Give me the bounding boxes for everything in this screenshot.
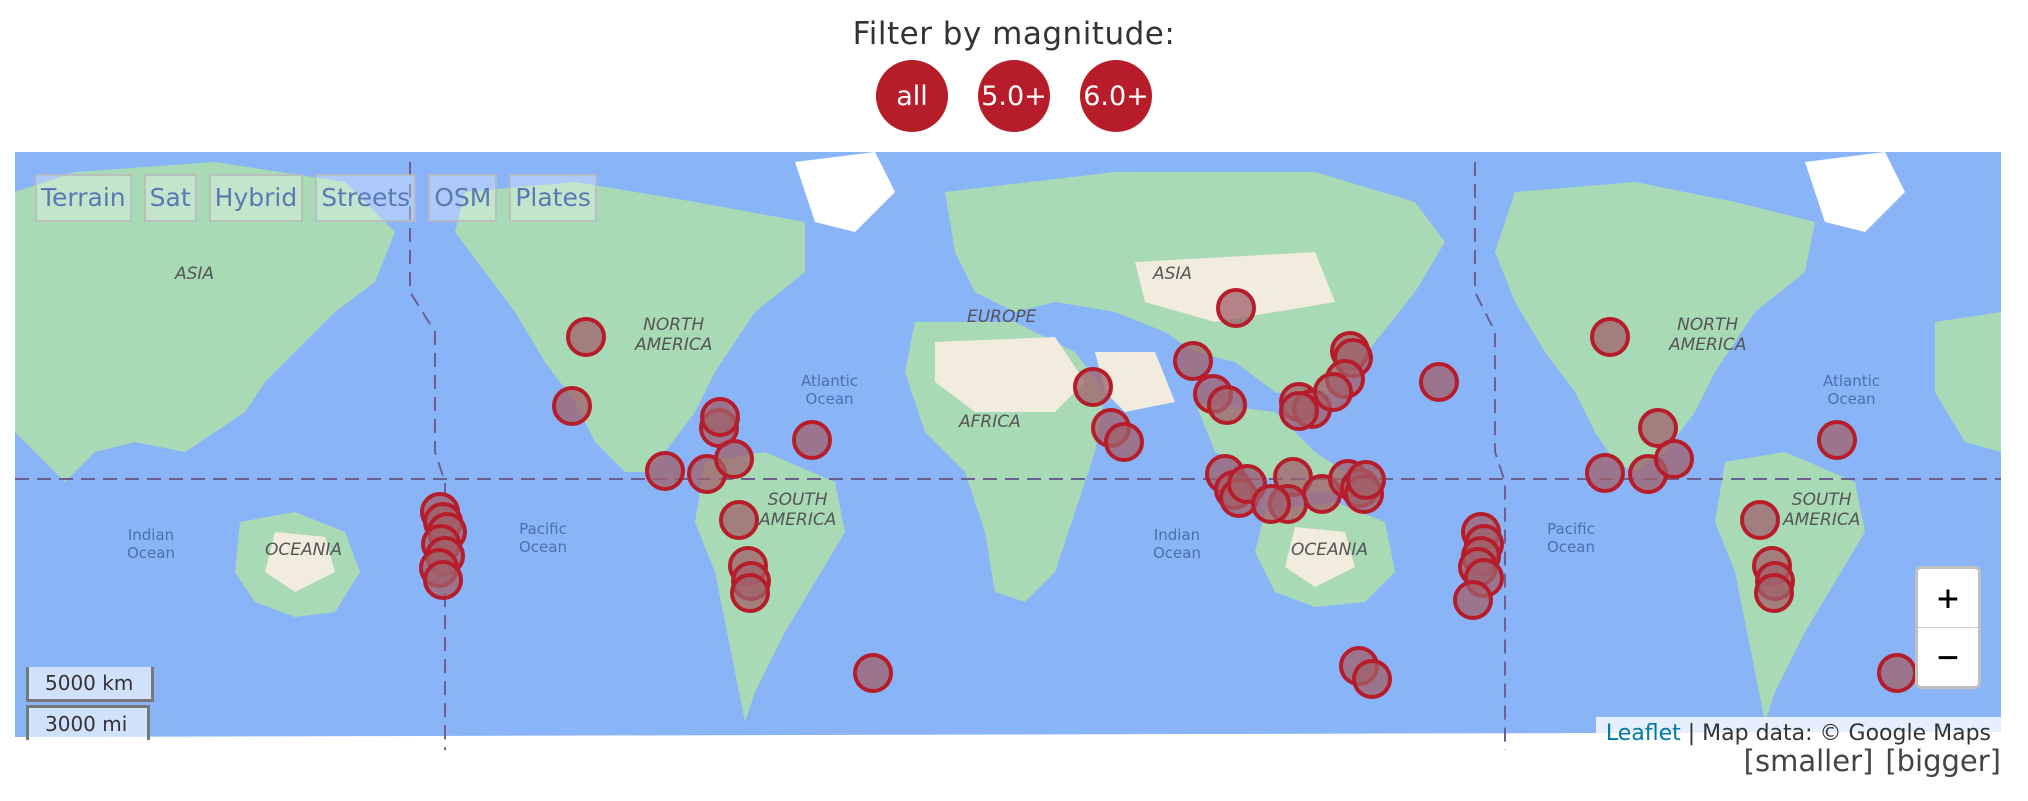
layer-plates-button[interactable]: Plates	[509, 174, 597, 222]
label-europe: EUROPE	[967, 307, 1037, 327]
earthquake-marker[interactable]	[700, 397, 740, 437]
smaller-link[interactable]: [smaller]	[1743, 744, 1874, 778]
zoom-in-button[interactable]: +	[1918, 569, 1978, 628]
scale-km: 5000 km	[26, 667, 154, 702]
attribution-text: | Map data: © Google Maps	[1680, 721, 1991, 746]
earthquake-marker[interactable]	[1654, 439, 1694, 479]
label-oceania-2: OCEANIA	[1291, 540, 1368, 560]
filter-all-button[interactable]: all	[876, 60, 948, 132]
earthquake-marker[interactable]	[1279, 391, 1319, 431]
earthquake-marker[interactable]	[792, 420, 832, 460]
map-size-controls: [smaller] [bigger]	[1744, 744, 2001, 778]
earthquake-marker[interactable]	[1877, 653, 1917, 693]
zoom-out-button[interactable]: −	[1937, 636, 1959, 678]
earthquake-marker[interactable]	[1073, 367, 1113, 407]
earthquake-marker[interactable]	[566, 317, 606, 357]
earthquake-marker[interactable]	[645, 451, 685, 491]
earthquake-marker[interactable]	[1754, 573, 1794, 613]
filter-label: Filter by magnitude:	[852, 16, 1176, 52]
earthquake-marker[interactable]	[730, 573, 770, 613]
earthquake-marker[interactable]	[1419, 362, 1459, 402]
earthquake-marker[interactable]	[1346, 460, 1386, 500]
earthquake-map[interactable]: ASIA NORTH AMERICA EUROPE AFRICA SOUTH AME…	[15, 152, 2001, 750]
map-tiles	[15, 152, 2001, 750]
label-asia-2: ASIA	[1153, 264, 1193, 284]
earthquake-marker[interactable]	[1207, 385, 1247, 425]
filter-5-button[interactable]: 5.0+	[978, 60, 1050, 132]
earthquake-marker[interactable]	[1251, 484, 1291, 524]
earthquake-marker[interactable]	[1740, 500, 1780, 540]
label-north-america-2: NORTH AMERICA	[1669, 315, 1747, 355]
earthquake-marker[interactable]	[1173, 341, 1213, 381]
filter-6-button[interactable]: 6.0+	[1080, 60, 1152, 132]
label-south-america: SOUTH AMERICA	[759, 490, 837, 530]
label-indian-ocean: Indian Ocean	[127, 526, 175, 562]
label-oceania: OCEANIA	[265, 540, 342, 560]
earthquake-marker[interactable]	[1638, 408, 1678, 448]
label-indian-ocean-2: Indian Ocean	[1153, 526, 1201, 562]
layer-osm-button[interactable]: OSM	[428, 174, 498, 222]
earthquake-marker[interactable]	[719, 500, 759, 540]
bigger-link[interactable]: [bigger]	[1885, 744, 2001, 778]
zoom-control: + −	[1915, 566, 1981, 689]
label-asia: ASIA	[175, 264, 215, 284]
label-south-america-2: SOUTH AMERICA	[1783, 490, 1861, 530]
earthquake-marker[interactable]	[714, 439, 754, 479]
layer-hybrid-button[interactable]: Hybrid	[208, 174, 304, 222]
layer-sat-button[interactable]: Sat	[143, 174, 197, 222]
earthquake-marker[interactable]	[1590, 317, 1630, 357]
label-atlantic-ocean: Atlantic Ocean	[801, 372, 859, 408]
label-atlantic-ocean-2: Atlantic Ocean	[1823, 372, 1881, 408]
earthquake-marker[interactable]	[1216, 288, 1256, 328]
earthquake-marker[interactable]	[1104, 422, 1144, 462]
earthquake-marker[interactable]	[552, 386, 592, 426]
earthquake-marker[interactable]	[1453, 580, 1493, 620]
label-pacific-ocean: Pacific Ocean	[519, 520, 567, 556]
leaflet-link[interactable]: Leaflet	[1605, 721, 1681, 746]
label-pacific-ocean-2: Pacific Ocean	[1547, 520, 1595, 556]
layer-terrain-button[interactable]: Terrain	[35, 174, 132, 222]
label-north-america: NORTH AMERICA	[635, 315, 713, 355]
label-africa: AFRICA	[959, 412, 1021, 432]
scale-bar: 5000 km 3000 mi	[26, 667, 154, 740]
earthquake-marker[interactable]	[1352, 659, 1392, 699]
map-attribution: Leaflet | Map data: © Google Maps	[1595, 717, 2001, 750]
magnitude-filter: all 5.0+ 6.0+	[0, 60, 2028, 132]
earthquake-marker[interactable]	[1313, 372, 1353, 412]
earthquake-marker[interactable]	[1817, 420, 1857, 460]
layer-switcher: Terrain Sat Hybrid Streets OSM Plates	[35, 174, 597, 222]
earthquake-marker[interactable]	[1585, 453, 1625, 493]
earthquake-marker[interactable]	[853, 653, 893, 693]
scale-mi: 3000 mi	[26, 705, 150, 740]
earthquake-marker[interactable]	[423, 560, 463, 600]
layer-streets-button[interactable]: Streets	[315, 174, 417, 222]
